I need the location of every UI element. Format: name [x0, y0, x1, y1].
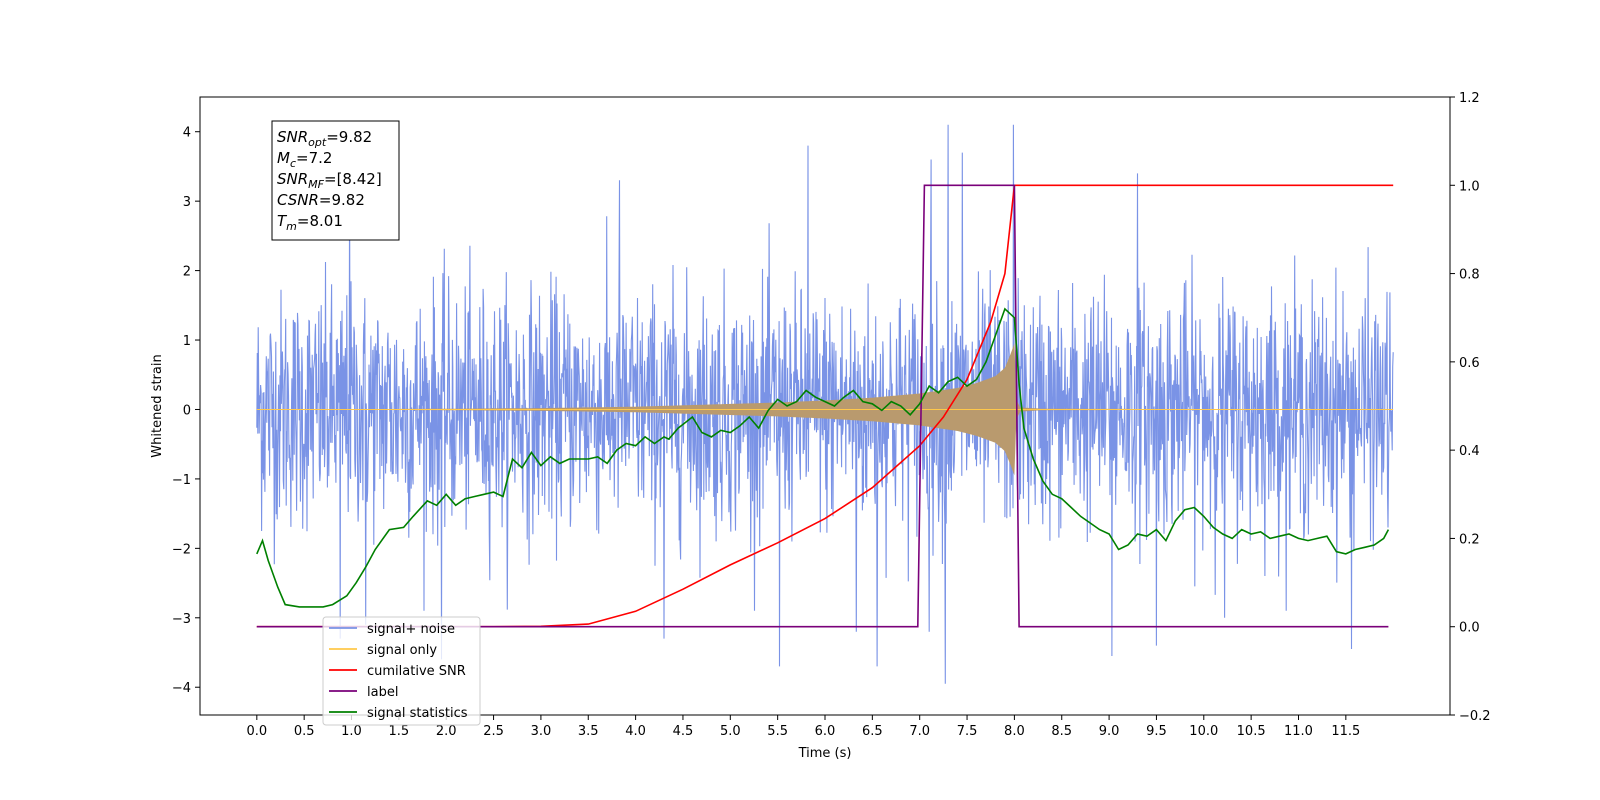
x-tick-label: 11.5: [1331, 724, 1360, 739]
x-tick-label: 0.0: [246, 724, 267, 739]
y-tick-label: −1: [172, 473, 191, 488]
x-axis-label: Time (s): [798, 746, 852, 761]
y-tick-label: 1: [183, 334, 191, 349]
x-tick-label: 9.0: [1099, 724, 1120, 739]
x-tick-label: 2.0: [436, 724, 457, 739]
annotation-line: SNRMF=[8.42]: [277, 170, 382, 191]
x-tick-label: 3.5: [578, 724, 599, 739]
y2-tick-label: 1.2: [1459, 91, 1480, 106]
x-tick-label: 11.0: [1284, 724, 1313, 739]
y-tick-label: −2: [172, 542, 191, 557]
y-tick-label: 2: [183, 265, 191, 280]
y-tick-label: −3: [172, 612, 191, 627]
x-tick-label: 1.5: [389, 724, 410, 739]
y2-tick-label: 0.6: [1459, 356, 1480, 371]
x-tick-label: 5.5: [767, 724, 788, 739]
x-tick-label: 3.0: [531, 724, 552, 739]
legend-label: cumilative SNR: [367, 664, 466, 679]
annotation-frame: [271, 120, 400, 241]
y-tick-label: 3: [183, 195, 191, 210]
annotation-line: Mc=7.2: [277, 149, 332, 170]
x-tick-label: 4.5: [673, 724, 694, 739]
axes: 0.0 0.5 1.0 1.5 2.0 2.5 3.0 3.5 4.0 4.5 5.0 5.5 6.0 6…: [150, 91, 1491, 761]
y-tick-label: 0: [183, 403, 191, 418]
x-tick-label: 7.5: [957, 724, 978, 739]
x-tick-label: 0.5: [294, 724, 315, 739]
x-tick-label: 9.5: [1146, 724, 1167, 739]
legend-label: signal only: [367, 643, 437, 658]
x-tick-label: 1.0: [341, 724, 362, 739]
y2-tick-label: 0.4: [1459, 444, 1480, 459]
x-tick-label: 10.5: [1237, 724, 1266, 739]
x-tick-label: 2.5: [483, 724, 504, 739]
y2-tick-label: 0.8: [1459, 268, 1480, 283]
y-axis-label: Whitened strain: [150, 354, 165, 457]
plot-area: [256, 124, 1394, 684]
y-tick-label: −4: [172, 681, 191, 696]
legend-label: signal+ noise: [367, 622, 455, 637]
y2-tick-label: −0.2: [1459, 709, 1491, 724]
legend-label: signal statistics: [367, 706, 468, 721]
legend: signal+ noise signal only cumilative SNR la…: [322, 616, 481, 726]
legend-frame: [322, 616, 481, 726]
annotation-line: Tm=8.01: [277, 212, 343, 233]
series-label: [256, 184, 1389, 628]
x-tick-label: 8.0: [1004, 724, 1025, 739]
y2-tick-label: 1.0: [1459, 179, 1480, 194]
series-signal-statistics: [256, 307, 1390, 608]
series-cumilative-snr: [256, 184, 1394, 628]
legend-label: label: [367, 685, 398, 700]
x-tick-label: 10.0: [1189, 724, 1218, 739]
y2-tick-label: 0.2: [1459, 532, 1480, 547]
x-tick-label: 8.5: [1051, 724, 1072, 739]
y2-tick-label: 0.0: [1459, 621, 1480, 636]
x-tick-label: 5.0: [720, 724, 741, 739]
annotation-line: CSNR=9.82: [277, 191, 365, 209]
x-tick-label: 4.0: [625, 724, 646, 739]
y-tick-label: 4: [183, 126, 191, 141]
x-tick-label: 6.5: [862, 724, 883, 739]
x-tick-label: 7.0: [909, 724, 930, 739]
annotation-line: SNRopt=9.82: [277, 128, 372, 149]
x-tick-label: 6.0: [815, 724, 836, 739]
